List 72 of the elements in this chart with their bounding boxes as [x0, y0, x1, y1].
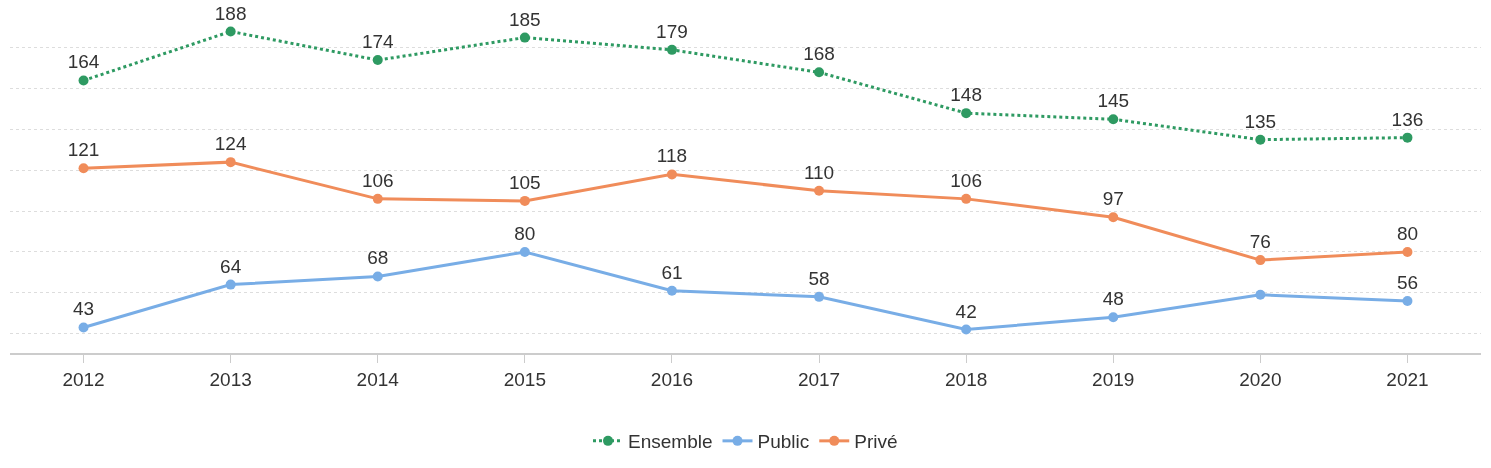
point: [1108, 212, 1119, 223]
data-label: 43: [72, 298, 95, 320]
point: [372, 193, 383, 204]
data-label: 42: [955, 300, 977, 322]
point: [225, 157, 236, 168]
point: [519, 32, 530, 43]
data-label: 185: [509, 8, 541, 30]
point: [666, 44, 677, 55]
data-label: 136: [1391, 108, 1424, 130]
point: [519, 195, 530, 206]
data-label: 64: [220, 255, 242, 277]
data-label: 188: [214, 2, 247, 24]
point: [519, 246, 530, 257]
data-label: 110: [803, 161, 835, 183]
point: [1108, 312, 1119, 323]
point: [78, 322, 89, 333]
x-tick-label: 2016: [650, 368, 694, 390]
data-label: 97: [1102, 188, 1124, 210]
x-tick-label: 2018: [945, 368, 988, 390]
point: [78, 75, 89, 86]
x-tick-label: 2014: [356, 368, 400, 390]
point: [1402, 132, 1413, 143]
point: [1255, 289, 1266, 300]
data-label: 56: [1396, 271, 1419, 293]
point: [372, 271, 383, 282]
point: [225, 279, 236, 290]
x-tick-label: 2021: [1386, 368, 1429, 390]
data-label: 68: [367, 247, 389, 269]
data-label: 145: [1097, 90, 1130, 112]
point: [225, 26, 236, 37]
point: [666, 169, 677, 180]
data-label: 76: [1249, 231, 1271, 253]
data-label: 106: [361, 169, 394, 191]
data-label: 106: [950, 169, 982, 191]
x-tick-label: 2012: [62, 368, 105, 390]
point: [961, 108, 972, 119]
point: [961, 193, 972, 204]
point: [814, 291, 825, 302]
data-label: 80: [1396, 222, 1419, 244]
data-label: 61: [661, 261, 683, 283]
point: [78, 163, 89, 174]
point: [1255, 134, 1266, 145]
legend-label: Privé: [854, 431, 898, 453]
data-label: 121: [67, 139, 100, 161]
data-label: 164: [67, 51, 100, 73]
x-tick-label: 2017: [797, 368, 841, 390]
x-tick-label: 2015: [503, 368, 546, 390]
data-label: 58: [808, 267, 830, 289]
data-label: 124: [214, 133, 247, 155]
data-label: 48: [1102, 288, 1124, 310]
data-label: 118: [656, 145, 688, 167]
x-tick-label: 2020: [1239, 368, 1282, 390]
data-label: 179: [656, 20, 688, 42]
legend-label: Public: [757, 431, 810, 453]
x-tick-label: 2013: [209, 368, 252, 390]
point: [1402, 246, 1413, 257]
point: [961, 324, 972, 335]
data-label: 148: [950, 84, 982, 106]
point: [814, 67, 825, 78]
x-tick-label: 2019: [1092, 368, 1135, 390]
data-label: 174: [361, 31, 395, 53]
point: [1402, 295, 1413, 306]
point: [372, 55, 383, 66]
data-label: 80: [514, 222, 536, 244]
point: [666, 285, 677, 296]
data-label: 135: [1244, 110, 1277, 132]
legend-label: Ensemble: [628, 431, 713, 453]
data-label: 168: [803, 43, 835, 65]
point: [1255, 255, 1266, 266]
data-label: 105: [509, 171, 541, 193]
point: [814, 185, 825, 196]
point: [1108, 114, 1119, 125]
